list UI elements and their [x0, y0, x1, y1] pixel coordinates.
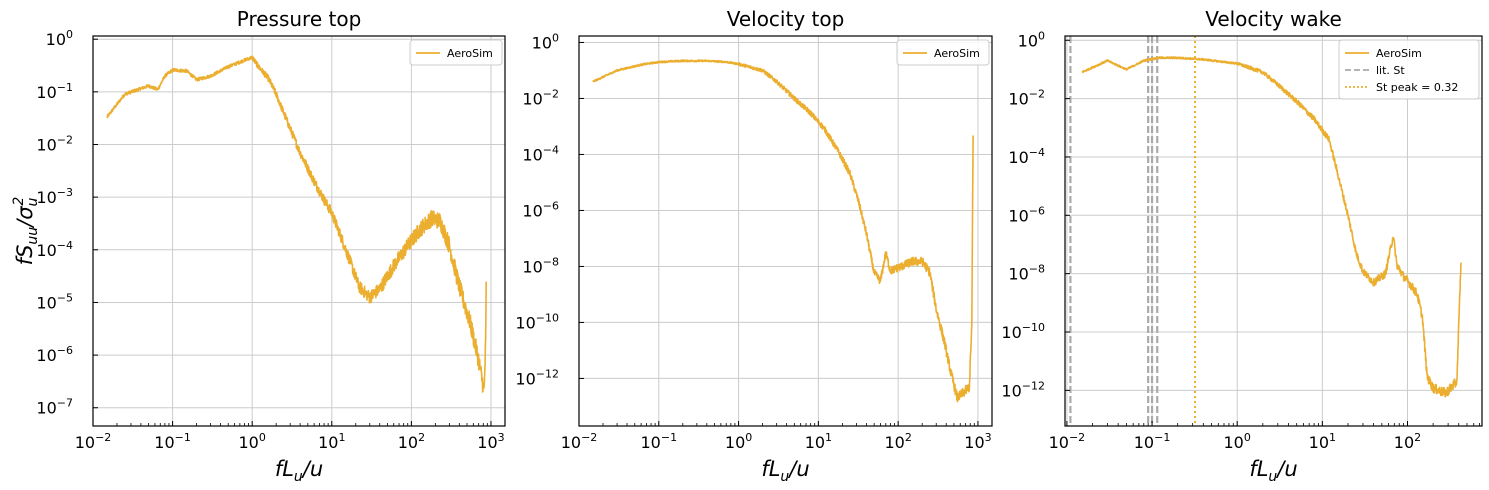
x-tick-label: 100 [725, 431, 752, 452]
y-tick-label: 10−10 [1001, 321, 1045, 342]
y-tick-label: 10−2 [1008, 88, 1045, 109]
y-axis-label: fSuu/σu2 [11, 197, 41, 266]
series-line-aerosim [106, 55, 487, 393]
chart-title: Velocity wake [1205, 7, 1342, 31]
y-tick-label: 10−5 [36, 291, 73, 312]
x-tick-label: 10−1 [641, 431, 678, 452]
x-tick-label: 101 [1309, 431, 1336, 452]
x-tick-label: 102 [884, 431, 911, 452]
legend: AeroSim [409, 39, 503, 66]
x-axis-label: fLu/u [1249, 457, 1297, 485]
series-line-aerosim [592, 59, 974, 403]
x-tick-label: 10−1 [1134, 431, 1171, 452]
y-tick-label: 10−1 [36, 81, 73, 102]
y-tick-label: 10−6 [1008, 204, 1045, 225]
x-tick-label: 100 [239, 431, 266, 452]
x-tick-label: 102 [398, 431, 425, 452]
x-axis-label: fLu/u [275, 457, 323, 485]
y-tick-label: 100 [1018, 29, 1045, 50]
x-tick-label: 10−2 [75, 431, 112, 452]
y-tick-label: 10−6 [522, 199, 559, 220]
x-tick-label: 10−1 [154, 431, 191, 452]
grid [578, 36, 992, 426]
x-tick-label: 102 [1394, 431, 1421, 452]
legend-label: St peak = 0.32 [1376, 81, 1458, 94]
chart-panel-2: 10−2 10−1 100 101 102 103 10−12 10−10 10−8 10−6 10… [515, 7, 993, 485]
y-tick-label: 10−4 [36, 239, 73, 260]
series-line-aerosim [1081, 56, 1462, 398]
axes-frame [1064, 35, 1483, 427]
legend-box [409, 39, 503, 66]
chart-panel-1: 10−2 10−1 100 101 102 103 10−7 10−6 10−5 10−4 10−3… [11, 7, 506, 485]
y-tick-label: 10−2 [522, 87, 559, 108]
x-tick-label: 103 [964, 431, 991, 452]
legend-label: AeroSim [1376, 47, 1422, 60]
grid [92, 36, 505, 426]
chart-title: Pressure top [237, 7, 362, 31]
x-tick-label: 101 [805, 431, 832, 452]
y-tick-label: 10−8 [522, 255, 559, 276]
y-tick-label: 10−3 [36, 186, 73, 207]
x-axis-label: fLu/u [761, 457, 809, 485]
axes-frame [578, 35, 993, 427]
x-tick-label: 10−2 [1049, 431, 1086, 452]
y-tick-label: 100 [46, 28, 73, 49]
y-tick-label: 10−6 [36, 344, 73, 365]
y-tick-label: 100 [532, 31, 559, 52]
legend-box [896, 39, 990, 66]
x-tick-label: 101 [318, 431, 345, 452]
axes-frame [92, 35, 506, 427]
x-tick-label: 10−2 [561, 431, 598, 452]
legend: AeroSim lit. St St peak = 0.32 [1338, 39, 1480, 100]
chart-title: Velocity top [727, 7, 845, 31]
y-tick-label: 10−4 [1008, 146, 1045, 167]
x-tick-label: 103 [477, 431, 504, 452]
y-tick-label: 10−4 [522, 143, 559, 164]
y-tick-label: 10−12 [1001, 379, 1045, 400]
y-tick-label: 10−8 [1008, 263, 1045, 284]
grid [1065, 36, 1482, 426]
legend-box [1338, 39, 1480, 100]
y-tick-label: 10−2 [36, 133, 73, 154]
legend-label: lit. St [1376, 64, 1405, 77]
x-tick-label: 100 [1224, 431, 1251, 452]
y-tick-label: 10−7 [36, 397, 73, 418]
legend-label: AeroSim [934, 47, 980, 60]
legend: AeroSim [896, 39, 990, 66]
y-tick-label: 10−10 [515, 311, 559, 332]
chart-panel-3: 10−2 10−1 100 101 102 10−12 10−10 10−8 10−6 10−4 1… [1001, 7, 1483, 485]
y-tick-label: 10−12 [515, 367, 559, 388]
legend-label: AeroSim [447, 47, 493, 60]
